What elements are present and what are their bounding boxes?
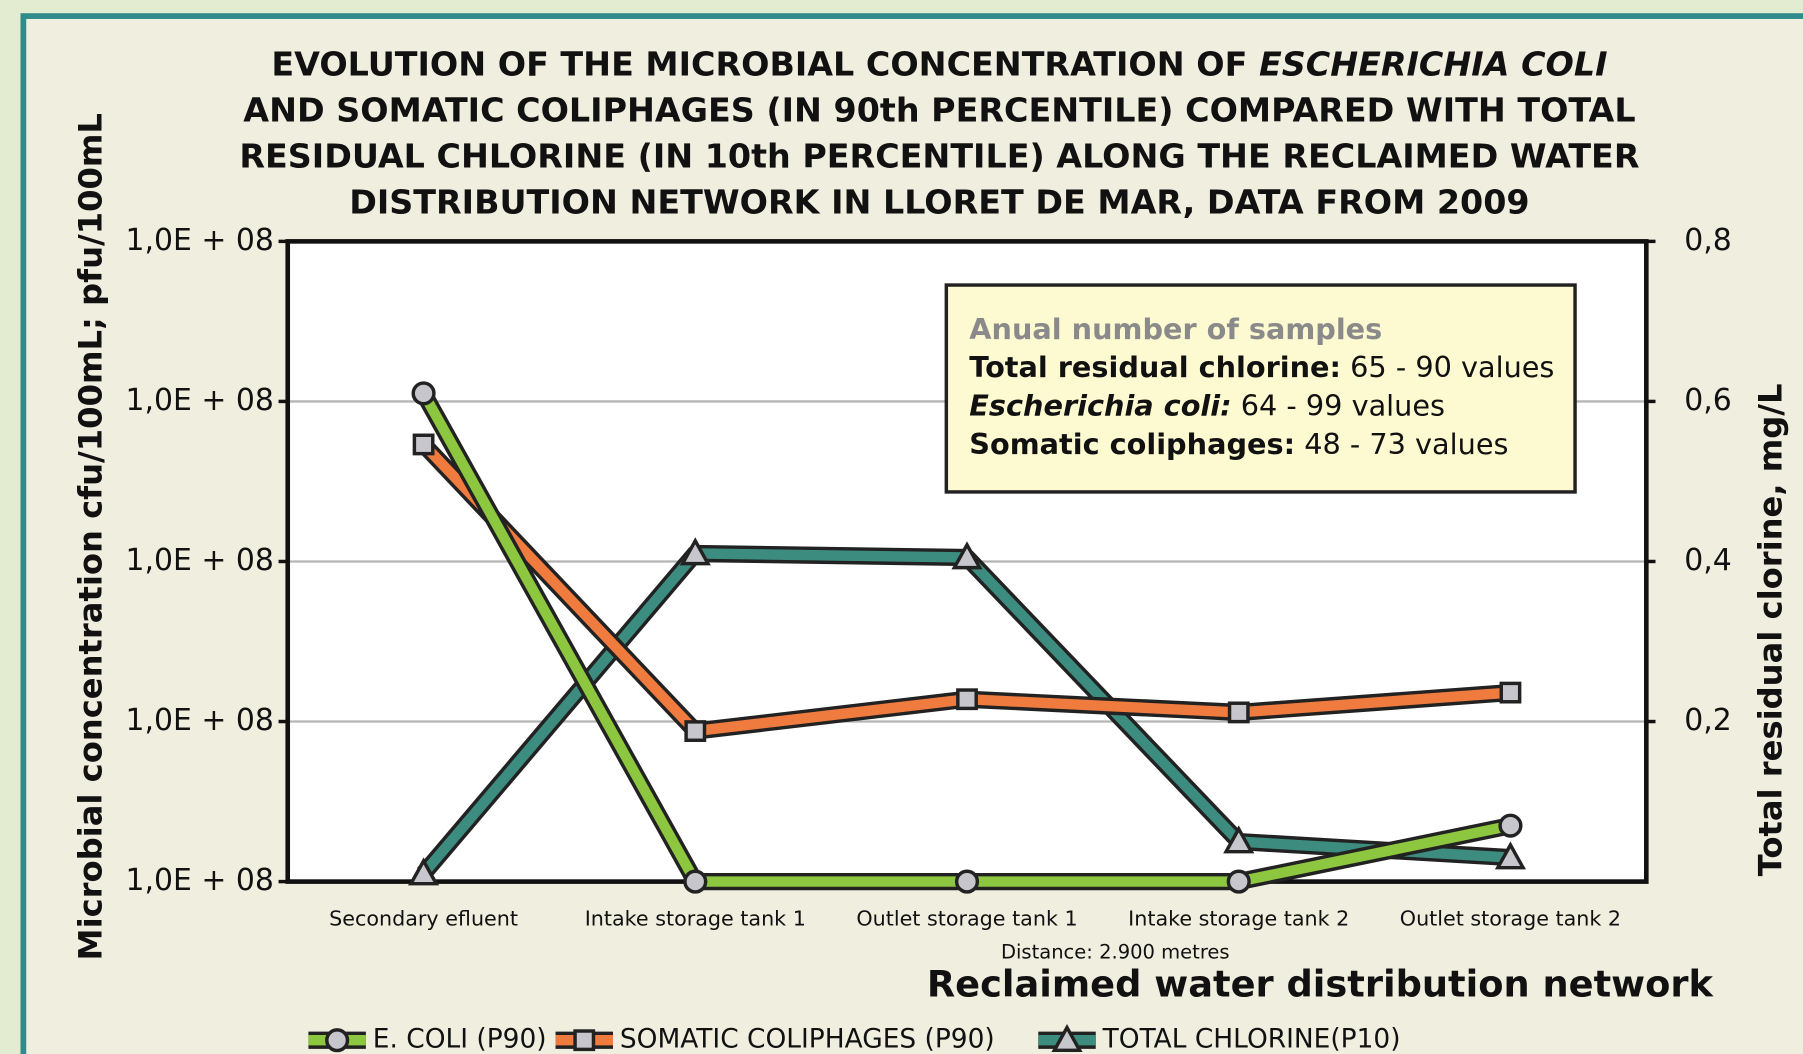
marker (1227, 701, 1250, 724)
chart-title: AND SOMATIC COLIPHAGES (IN 90th PERCENTI… (243, 90, 1635, 129)
title-part: EVOLUTION OF THE MICROBIAL CONCENTRATION… (271, 44, 1259, 83)
marker (679, 537, 711, 566)
series (411, 381, 1523, 894)
marker (1226, 869, 1251, 894)
series (408, 537, 1527, 886)
y2-axis-label: Total residual clorine, mg/L (1752, 383, 1790, 876)
annotation-row: Total residual chlorine: 65 - 90 values (969, 350, 1554, 384)
marker (408, 857, 440, 886)
marker (956, 688, 978, 711)
annotation-label: Total residual chlorine: (969, 350, 1341, 384)
x-tick-label: Outlet storage tank 2 (1400, 907, 1621, 931)
x-tick-label: Intake storage tank 1 (585, 907, 806, 931)
annotation-label: Escherichia coli: (969, 388, 1231, 422)
marker (1498, 813, 1523, 838)
title-part: DISTRIBUTION NETWORK IN LLORET DE MAR, D… (349, 182, 1529, 221)
marker (1499, 681, 1522, 704)
y-tick-label: 1,0E + 08 (125, 543, 273, 578)
y-tick-label: 1,0E + 08 (125, 383, 273, 418)
annotation-text: 48 - 73 values (1295, 427, 1508, 461)
marker (1223, 825, 1255, 854)
y2-tick-label: 0,6 (1684, 383, 1732, 418)
marker (1494, 841, 1527, 870)
annotation: Anual number of samples Total residual c… (944, 283, 1577, 494)
y-tick-label: 1,0E + 08 (125, 863, 273, 898)
marker (683, 869, 708, 894)
y-axis-label: Microbial concentration cfu/100mL; pfu/1… (71, 113, 109, 960)
legend-item: TOTAL CHLORINE(P10) (1038, 1024, 1401, 1054)
legend-label: SOMATIC COLIPHAGES (P90) (620, 1024, 995, 1054)
annotation-row: Somatic coliphages: 48 - 73 values (969, 427, 1508, 461)
annotation-label: Somatic coliphages: (969, 427, 1295, 461)
x-note: Distance: 2.900 metres (1001, 940, 1230, 963)
marker (951, 541, 983, 570)
x-axis-label: Reclaimed water distribution network (927, 963, 1715, 1006)
title-part: AND SOMATIC COLIPHAGES (IN 90th PERCENTI… (243, 90, 1635, 129)
annotation-text: 64 - 99 values (1232, 388, 1445, 422)
x-tick-label: Secondary efluent (329, 907, 518, 931)
marker (411, 381, 436, 406)
marker (412, 433, 435, 456)
legend-item: SOMATIC COLIPHAGES (P90) (555, 1024, 995, 1054)
annotation-row: Escherichia coli: 64 - 99 values (969, 388, 1445, 422)
chart-title: EVOLUTION OF THE MICROBIAL CONCENTRATION… (271, 44, 1607, 83)
annotation-box (944, 283, 1577, 494)
x-tick-label: Outlet storage tank 1 (856, 907, 1077, 931)
y2-tick-label: 0,2 (1684, 703, 1732, 738)
legend-marker (325, 1028, 350, 1053)
marker (954, 869, 980, 894)
y2-tick-label: 0,4 (1684, 543, 1732, 578)
annotation-text: 65 - 90 values (1341, 350, 1554, 384)
legend-marker (1051, 1024, 1083, 1053)
y-tick-label: 1,0E + 08 (125, 223, 273, 258)
title-part: RESIDUAL CHLORINE (IN 10th PERCENTILE) A… (239, 136, 1639, 175)
annotation-title: Anual number of samples (969, 312, 1382, 346)
series (412, 433, 1522, 742)
title-part: ESCHERICHIA COLI (1259, 44, 1608, 83)
chart-title: DISTRIBUTION NETWORK IN LLORET DE MAR, D… (349, 182, 1529, 221)
y2-tick-label: 0,8 (1684, 223, 1732, 258)
legend-item: E. COLI (P90) (308, 1024, 547, 1054)
legend-label: TOTAL CHLORINE(P10) (1102, 1024, 1401, 1054)
legend-marker (573, 1029, 596, 1052)
legend-label: E. COLI (P90) (373, 1024, 547, 1054)
marker (684, 720, 707, 742)
y-tick-label: 1,0E + 08 (125, 703, 273, 738)
x-tick-label: Intake storage tank 2 (1128, 907, 1349, 931)
chart-title: RESIDUAL CHLORINE (IN 10th PERCENTILE) A… (239, 136, 1639, 175)
